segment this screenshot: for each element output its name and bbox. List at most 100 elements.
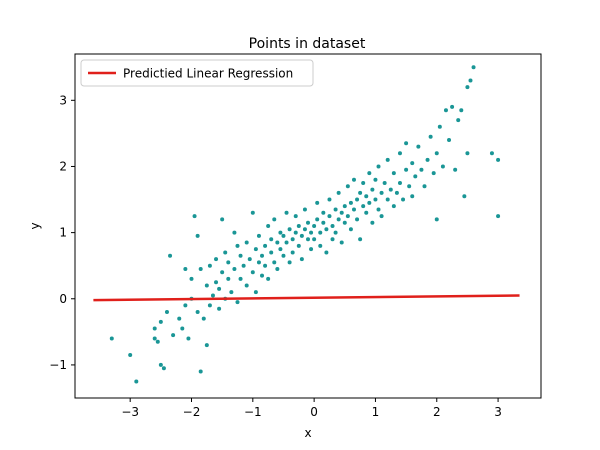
data-point: [437, 124, 442, 129]
data-point: [232, 267, 237, 271]
data-point: [404, 167, 409, 172]
data-point: [155, 339, 160, 344]
data-point: [217, 286, 222, 291]
data-point: [134, 379, 139, 384]
data-point: [235, 243, 240, 248]
data-point: [339, 240, 344, 245]
data-point: [434, 151, 439, 156]
data-point: [278, 247, 283, 252]
x-tick-label: −1: [244, 405, 262, 419]
data-point: [306, 220, 310, 225]
data-point: [281, 233, 286, 238]
data-point: [290, 237, 295, 242]
data-point: [244, 283, 249, 288]
data-point: [152, 336, 157, 341]
data-point: [318, 230, 323, 235]
data-point: [315, 217, 320, 222]
data-point: [296, 224, 301, 228]
data-point: [312, 224, 317, 228]
data-point: [164, 310, 169, 314]
data-point: [496, 157, 501, 162]
data-point: [428, 134, 433, 139]
data-point: [309, 230, 314, 235]
data-point: [410, 161, 415, 166]
data-point: [410, 194, 415, 199]
data-point: [272, 217, 277, 222]
data-point: [253, 290, 258, 295]
data-point: [416, 144, 421, 149]
data-point: [382, 181, 387, 185]
y-tick-label: 1: [59, 226, 67, 240]
data-point: [447, 138, 452, 142]
data-point: [422, 184, 427, 189]
data-point: [158, 319, 163, 324]
data-point: [232, 230, 237, 235]
data-point: [468, 78, 473, 83]
data-point: [321, 210, 326, 215]
data-point: [171, 333, 176, 338]
data-point: [253, 247, 258, 252]
data-point: [465, 85, 470, 90]
data-point: [250, 270, 255, 275]
data-point: [214, 280, 219, 285]
chart-title: Points in dataset: [249, 36, 366, 52]
data-point: [161, 366, 166, 371]
data-point: [351, 207, 356, 212]
data-point: [391, 204, 396, 209]
data-point: [379, 214, 384, 219]
y-tick-label: −1: [49, 358, 67, 372]
legend: Predictied Linear Regression: [80, 59, 314, 87]
data-point: [312, 237, 317, 242]
data-point: [404, 141, 409, 146]
data-point: [367, 171, 372, 176]
data-point: [351, 177, 356, 182]
data-point: [443, 108, 448, 113]
data-point: [284, 240, 289, 245]
y-tick-label: 0: [59, 292, 67, 306]
data-point: [217, 306, 222, 311]
data-point: [330, 224, 335, 228]
data-point: [260, 273, 265, 278]
data-point: [388, 187, 393, 192]
data-point: [361, 204, 366, 209]
data-point: [333, 207, 338, 212]
data-point: [370, 187, 375, 192]
data-point: [293, 214, 298, 219]
data-point: [195, 310, 200, 314]
x-axis-ticks: −3 −2 −1 0 1 2 3: [121, 398, 502, 419]
data-point: [327, 214, 332, 219]
data-point: [269, 250, 274, 255]
y-axis-ticks: −1 0 1 2 3: [49, 93, 75, 372]
data-point: [269, 237, 274, 242]
data-point: [195, 233, 200, 238]
data-point: [109, 336, 114, 341]
y-tick-label: 3: [59, 93, 67, 107]
data-point: [355, 217, 360, 222]
data-point: [342, 220, 347, 225]
data-point: [266, 224, 271, 228]
data-point: [425, 157, 430, 162]
data-point: [168, 253, 173, 258]
x-tick-label: 2: [433, 405, 441, 419]
data-point: [302, 227, 307, 232]
data-point: [177, 316, 182, 321]
data-point: [275, 240, 280, 245]
data-point: [272, 260, 277, 265]
data-point: [453, 167, 458, 172]
data-point: [263, 243, 268, 248]
data-point: [275, 267, 280, 271]
data-point: [266, 276, 271, 281]
data-point: [330, 237, 335, 242]
data-point: [299, 257, 304, 262]
data-point: [434, 217, 439, 222]
data-point: [361, 181, 366, 185]
data-point: [385, 157, 390, 162]
data-point: [318, 243, 323, 248]
data-point: [333, 230, 338, 235]
x-tick-label: 0: [310, 405, 318, 419]
data-point: [256, 233, 261, 238]
data-point: [201, 316, 206, 321]
data-point: [207, 303, 212, 308]
data-point: [278, 230, 283, 235]
